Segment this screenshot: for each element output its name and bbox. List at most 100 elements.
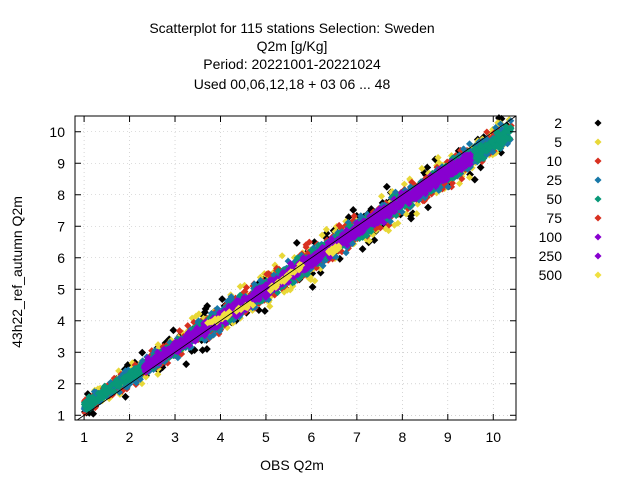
scatter-point [350, 212, 358, 220]
legend-label: 250 [539, 248, 563, 264]
scatter-point [349, 206, 358, 214]
legend-label: 100 [539, 229, 563, 245]
x-tick-label: 6 [308, 429, 316, 445]
scatter-point [342, 237, 351, 245]
scatter-point [422, 178, 430, 186]
scatter-point [99, 394, 107, 402]
scatter-point [400, 180, 408, 188]
legend-label: 2 [554, 115, 562, 131]
legend-label: 25 [546, 172, 562, 188]
y-axis-label: 43h22_ref_autumn Q2m [9, 196, 25, 348]
scatter-point [316, 268, 325, 277]
scatter-point [458, 175, 466, 183]
scatter-point [395, 195, 403, 203]
scatter-point [356, 227, 364, 235]
scatter-point [206, 333, 214, 341]
scatter-point [397, 202, 405, 210]
scatter-point [249, 301, 257, 309]
scatter-point [376, 224, 384, 232]
y-tick-label: 9 [57, 155, 65, 171]
scatter-point [458, 157, 466, 165]
scatter-point [329, 249, 337, 257]
scatter-point [443, 169, 451, 177]
y-tick-label: 8 [57, 187, 65, 203]
x-tick-label: 4 [217, 429, 225, 445]
scatter-point [342, 249, 350, 257]
scatter-point [404, 197, 412, 205]
scatter-point [241, 288, 249, 296]
scatter-point [394, 219, 402, 227]
scatter-point [88, 394, 96, 402]
scatter-point [159, 355, 167, 363]
scatter-point [386, 217, 394, 225]
scatter-point [381, 225, 390, 233]
title-line-1: Scatterplot for 115 stations Selection: … [149, 20, 434, 36]
scatter-point [278, 252, 286, 260]
scatter-point [311, 257, 319, 265]
x-tick-label: 3 [171, 429, 179, 445]
scatter-point [306, 261, 314, 269]
data-points [80, 114, 515, 418]
legend-marker [594, 157, 602, 165]
scatter-point [465, 173, 474, 181]
scatter-point [192, 312, 200, 320]
scatter-point [421, 188, 429, 196]
scatter-point [477, 141, 485, 149]
scatter-point [187, 331, 195, 339]
scatter-point [141, 362, 149, 370]
scatter-point [413, 210, 421, 218]
scatter-point [127, 374, 135, 382]
scatter-point [424, 203, 432, 212]
scatter-point [357, 212, 365, 220]
scatter-point [266, 276, 274, 284]
legend-marker [594, 214, 602, 222]
axis-ticks: 1 2 3 4 5 6 7 8 9 10 1 2 3 4 5 6 7 8 9 10 [49, 116, 516, 445]
scatter-point [216, 315, 224, 323]
y-tick-label: 5 [57, 281, 65, 297]
scatter-point [113, 382, 121, 390]
scatter-point [121, 392, 130, 401]
scatter-point [474, 152, 482, 160]
x-tick-label: 9 [444, 429, 452, 445]
scatter-point [499, 134, 507, 142]
title-line-4: Used 00,06,12,18 + 03 06 ... 48 [194, 76, 391, 92]
scatter-point [293, 254, 301, 262]
scatter-point [418, 164, 426, 172]
title-line-3: Period: 20221001-20221024 [203, 56, 381, 72]
scatter-point [358, 245, 367, 253]
scatter-point [480, 154, 488, 162]
scatter-point [292, 238, 301, 247]
scatter-point [286, 286, 294, 294]
scatter-point [444, 183, 452, 191]
scatter-point [437, 170, 445, 178]
y-tick-label: 7 [57, 218, 65, 234]
y-tick-label: 6 [57, 250, 65, 266]
scatter-point [430, 176, 438, 184]
scatter-point [172, 338, 180, 346]
x-tick-label: 7 [353, 429, 361, 445]
legend-marker [594, 176, 602, 184]
scatter-point [177, 337, 185, 345]
legend-marker [594, 119, 602, 127]
scatter-point [115, 388, 124, 396]
scatter-point [444, 164, 452, 172]
scatter-point [272, 283, 280, 291]
scatter-point [167, 344, 175, 352]
scatter-point [307, 276, 315, 284]
scatter-point [482, 135, 490, 143]
y-tick-label: 1 [57, 407, 65, 423]
scatter-point [132, 365, 140, 373]
scatter-point [495, 144, 503, 152]
scatter-point [199, 327, 207, 335]
scatter-point [466, 156, 474, 164]
scatter-point [106, 388, 114, 396]
scatter-point [488, 137, 496, 145]
x-tick-label: 1 [80, 429, 88, 445]
x-tick-label: 8 [398, 429, 406, 445]
scatter-point [281, 275, 290, 284]
legend-label: 10 [546, 153, 562, 169]
scatter-point [492, 124, 500, 132]
plot-frame [74, 115, 517, 421]
scatter-point [220, 310, 228, 318]
